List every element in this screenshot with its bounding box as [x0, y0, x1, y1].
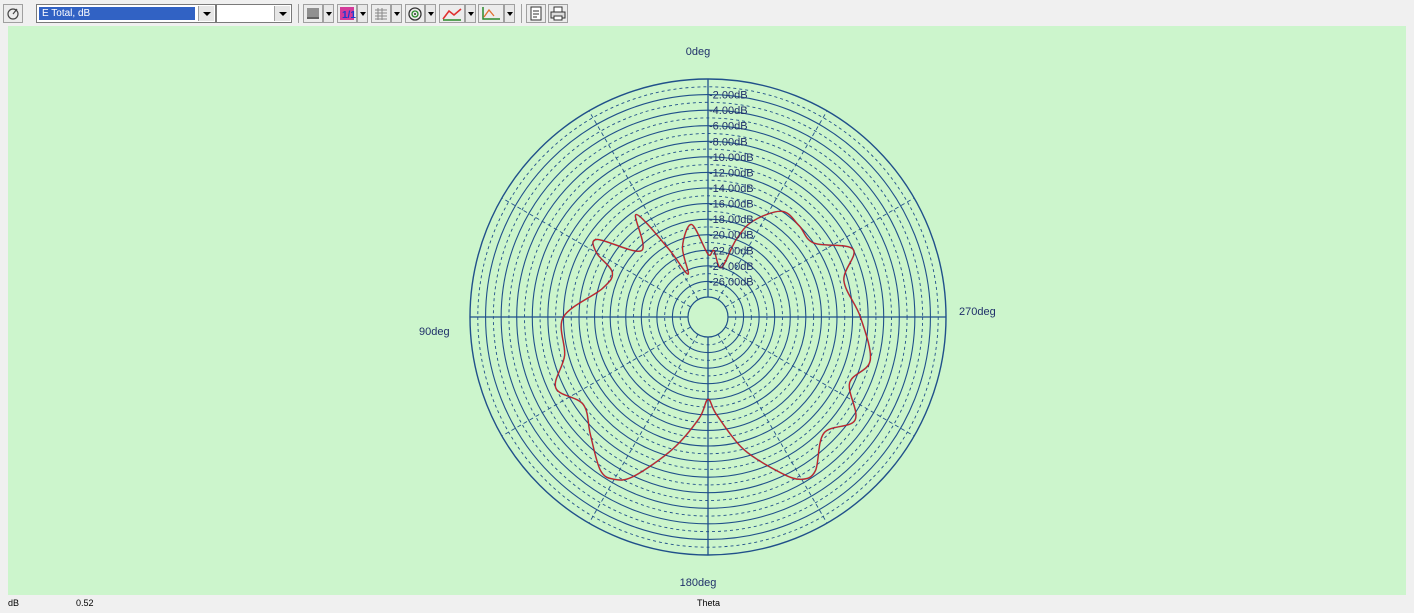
- polar-center-ring: [687, 296, 729, 338]
- chevron-down-icon[interactable]: [198, 6, 214, 21]
- ring-label: -18.00dB: [709, 214, 754, 226]
- plot-area: -2.00dB -4.00dB -6.00dB -8.00dB -10.00dB -12.…: [8, 26, 1406, 595]
- angle-label-0: 0deg: [686, 46, 710, 58]
- ring-label: -16.00dB: [709, 199, 754, 211]
- grid-icon: [375, 8, 387, 20]
- print-icon: [550, 6, 566, 21]
- polar-spoke-minor: [588, 110, 699, 300]
- grid-button[interactable]: [371, 4, 391, 23]
- polar-spoke-minor: [717, 110, 828, 300]
- polar-spoke-minor: [725, 326, 915, 437]
- color-dropdown[interactable]: [323, 4, 334, 23]
- quantity-select-value: E Total, dB: [39, 7, 195, 20]
- polar-spoke-minor: [588, 334, 699, 524]
- curve-dropdown[interactable]: [465, 4, 476, 23]
- scale-dropdown[interactable]: [357, 4, 368, 23]
- angle-label-180: 180deg: [680, 577, 717, 589]
- secondary-select[interactable]: [216, 4, 292, 23]
- color-button[interactable]: [303, 4, 323, 23]
- status-bar: dB 0.52 Theta: [0, 595, 1414, 613]
- polar-chart: -2.00dB -4.00dB -6.00dB -8.00dB -10.00dB -12.…: [419, 46, 996, 589]
- scale-button[interactable]: 1/1: [337, 4, 357, 23]
- status-value: 0.52: [76, 598, 94, 608]
- polar-spokes: [470, 79, 946, 555]
- toolbar-separator: [521, 4, 522, 23]
- target-icon: [408, 7, 422, 21]
- ring-label: -12.00dB: [709, 167, 754, 179]
- ring-labels: -2.00dB -4.00dB -6.00dB -8.00dB -10.00dB -12.…: [709, 90, 754, 289]
- polar-icon: [7, 8, 19, 20]
- pattern-traces: [554, 210, 872, 481]
- copy-icon: [530, 6, 542, 21]
- curve-button[interactable]: [439, 4, 465, 23]
- toolbar-separator: [298, 4, 299, 23]
- ring-label: -26.00dB: [709, 276, 754, 288]
- scale-icon: 1/1: [340, 7, 356, 21]
- target-button[interactable]: [405, 4, 425, 23]
- angle-label-270: 270deg: [959, 306, 996, 318]
- ring-label: -22.00dB: [709, 245, 754, 257]
- copy-button[interactable]: [526, 4, 546, 23]
- angle-label-90: 90deg: [419, 326, 450, 338]
- polar-mode-button[interactable]: [3, 4, 23, 23]
- ring-label: -4.00dB: [709, 105, 748, 117]
- x-axis-label: Theta: [697, 598, 721, 608]
- ring-label: -10.00dB: [709, 152, 754, 164]
- ring-label: -8.00dB: [709, 136, 748, 148]
- ring-label: -20.00dB: [709, 230, 754, 242]
- chevron-down-icon[interactable]: [274, 6, 290, 21]
- ring-label: -14.00dB: [709, 183, 754, 195]
- quantity-select[interactable]: E Total, dB: [36, 4, 216, 23]
- pattern-trace: [554, 210, 872, 481]
- ring-label: -24.00dB: [709, 261, 754, 273]
- axes-icon: [482, 7, 500, 20]
- target-dropdown[interactable]: [425, 4, 436, 23]
- polar-spoke-minor: [501, 326, 691, 437]
- curve-icon: [442, 8, 462, 21]
- ring-label: -6.00dB: [709, 121, 748, 133]
- polar-spoke-minor: [717, 334, 828, 524]
- grid-dropdown[interactable]: [391, 4, 402, 23]
- polar-spoke-minor: [725, 197, 915, 308]
- secondary-select-value: [219, 7, 271, 20]
- color-icon: [307, 8, 319, 19]
- svg-text:1/1: 1/1: [342, 10, 356, 21]
- toolbar: E Total, dB 1/1: [0, 0, 1414, 26]
- ring-label: -2.00dB: [709, 90, 748, 102]
- status-unit: dB: [8, 598, 20, 608]
- print-button[interactable]: [548, 4, 568, 23]
- axes-button[interactable]: [478, 4, 504, 23]
- axes-dropdown[interactable]: [504, 4, 515, 23]
